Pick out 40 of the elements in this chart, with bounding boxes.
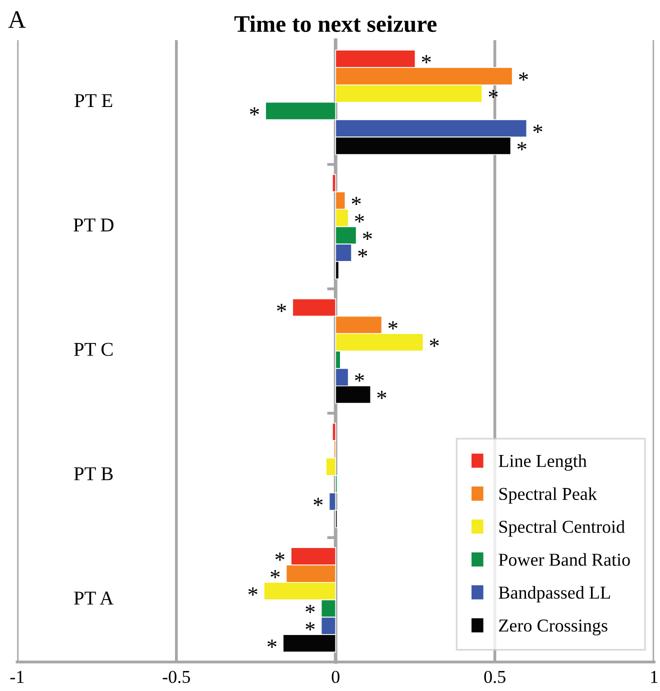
- y-tick-label: PT B: [74, 467, 113, 480]
- x-tick-label: 0.5: [484, 670, 506, 684]
- legend-label: Zero Crossings: [499, 620, 608, 636]
- data-label: *: [250, 107, 259, 116]
- data-label: *: [306, 622, 315, 630]
- text: A: [8, 11, 26, 28]
- legend-label: Line Length: [498, 454, 587, 471]
- y-tick-label: PT E: [74, 94, 112, 107]
- data-label: *: [354, 373, 364, 382]
- data-label: *: [354, 214, 364, 222]
- chart-title: Time to next seizure: [234, 15, 437, 32]
- y-tick-label: PT A: [74, 592, 114, 604]
- data-label: *: [275, 552, 284, 561]
- data-label: *: [430, 338, 439, 347]
- data-label: *: [270, 570, 280, 578]
- legend-label: Spectral Peak: [499, 487, 597, 504]
- data-label: *: [306, 604, 315, 613]
- data-label: *: [517, 142, 526, 150]
- data-label: *: [533, 124, 542, 133]
- data-label: *: [277, 304, 286, 312]
- data-label: *: [267, 640, 276, 648]
- y-tick-label: PT C: [74, 342, 113, 356]
- legend-label: Bandpassed LL: [498, 586, 610, 602]
- data-label: *: [488, 90, 498, 98]
- data-label: *: [314, 498, 323, 506]
- x-tick-label: -1: [10, 670, 24, 683]
- x-tick-label: 0: [332, 670, 340, 684]
- data-label: *: [358, 249, 368, 258]
- legend-label: Power Band Ratio: [498, 553, 630, 566]
- y-tick-label: PT D: [74, 218, 114, 232]
- x-tick-label: 1: [651, 670, 658, 683]
- data-label: *: [518, 72, 528, 81]
- data-label: *: [377, 390, 386, 400]
- data-label: *: [352, 196, 361, 206]
- data-label: *: [388, 321, 398, 330]
- data-label: *: [248, 587, 258, 596]
- x-tick-label: -0.5: [162, 670, 190, 684]
- legend-label: Spectral Centroid: [499, 520, 625, 537]
- data-label: *: [362, 232, 372, 240]
- data-label: *: [422, 55, 431, 64]
